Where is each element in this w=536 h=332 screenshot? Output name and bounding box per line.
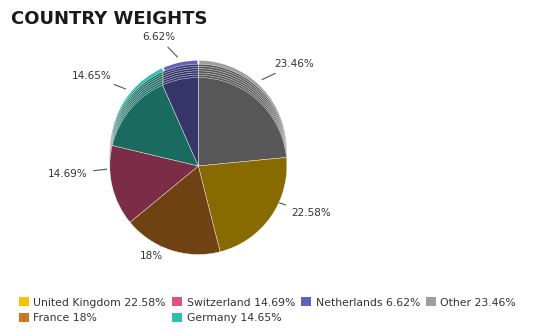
Wedge shape (198, 66, 286, 155)
Wedge shape (110, 132, 198, 209)
Text: 14.65%: 14.65% (71, 71, 125, 89)
Wedge shape (198, 77, 286, 166)
Wedge shape (110, 139, 198, 215)
Wedge shape (110, 143, 198, 220)
Wedge shape (112, 69, 198, 150)
Wedge shape (198, 69, 286, 157)
Wedge shape (110, 128, 198, 205)
Wedge shape (110, 134, 198, 211)
Wedge shape (112, 67, 198, 148)
Wedge shape (130, 155, 220, 243)
Text: 18%: 18% (140, 237, 168, 261)
Wedge shape (198, 153, 287, 247)
Wedge shape (112, 78, 198, 159)
Wedge shape (130, 162, 220, 250)
Wedge shape (198, 157, 287, 252)
Wedge shape (112, 81, 198, 162)
Wedge shape (198, 146, 287, 241)
Wedge shape (162, 75, 198, 164)
Wedge shape (198, 75, 286, 164)
Wedge shape (112, 76, 198, 157)
Wedge shape (110, 141, 198, 218)
Wedge shape (162, 69, 198, 157)
Text: COUNTRY WEIGHTS: COUNTRY WEIGHTS (11, 10, 207, 28)
Wedge shape (162, 60, 198, 148)
Wedge shape (198, 64, 286, 153)
Wedge shape (112, 72, 198, 153)
Wedge shape (112, 74, 198, 155)
Wedge shape (198, 149, 287, 243)
Wedge shape (162, 71, 198, 159)
Wedge shape (198, 62, 286, 150)
Wedge shape (130, 159, 220, 248)
Wedge shape (110, 145, 198, 222)
Text: 14.69%: 14.69% (48, 169, 107, 179)
Text: 6.62%: 6.62% (142, 33, 177, 57)
Wedge shape (162, 77, 198, 166)
Wedge shape (110, 130, 198, 207)
Wedge shape (162, 64, 198, 153)
Wedge shape (198, 60, 286, 148)
Wedge shape (130, 153, 220, 241)
Legend: United Kingdom 22.58%, France 18%, Switzerland 14.69%, Germany 14.65%, Netherlan: United Kingdom 22.58%, France 18%, Switz… (16, 294, 519, 327)
Text: 23.46%: 23.46% (262, 59, 314, 80)
Wedge shape (130, 148, 220, 237)
Wedge shape (130, 166, 220, 255)
Wedge shape (130, 157, 220, 246)
Wedge shape (198, 142, 287, 236)
Wedge shape (198, 71, 286, 159)
Wedge shape (198, 73, 286, 162)
Wedge shape (112, 83, 198, 164)
Wedge shape (162, 66, 198, 155)
Wedge shape (162, 73, 198, 162)
Wedge shape (198, 140, 287, 234)
Text: 22.58%: 22.58% (276, 202, 331, 218)
Wedge shape (110, 136, 198, 213)
Wedge shape (130, 164, 220, 252)
Wedge shape (198, 144, 287, 238)
Wedge shape (112, 85, 198, 166)
Wedge shape (162, 62, 198, 150)
Wedge shape (198, 151, 287, 245)
Wedge shape (130, 150, 220, 239)
Wedge shape (198, 155, 287, 250)
